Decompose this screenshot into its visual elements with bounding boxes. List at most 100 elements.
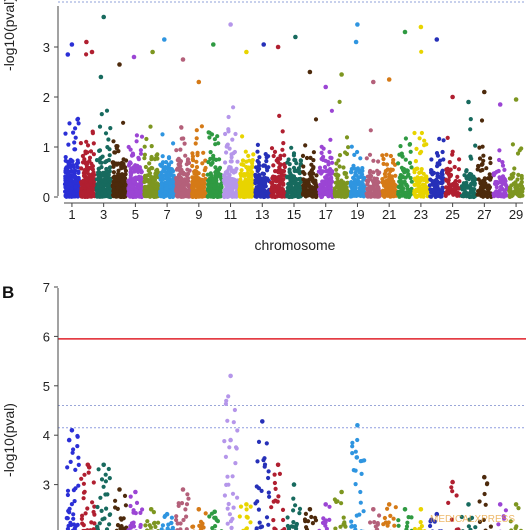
- snp-point: [246, 165, 251, 170]
- snp-point: [104, 169, 109, 174]
- snp-point: [482, 491, 487, 497]
- panel-b-thresholds: [58, 338, 526, 429]
- snp-point: [319, 150, 324, 155]
- snp-point: [163, 165, 168, 170]
- snp-point: [263, 152, 268, 157]
- snp-point: [212, 183, 217, 188]
- snp-point: [519, 146, 524, 151]
- snp-point: [414, 146, 419, 151]
- snp-point: [344, 175, 349, 180]
- snp-point: [143, 178, 148, 183]
- snp-point: [266, 165, 271, 170]
- snp-point: [222, 439, 227, 444]
- snp-point: [79, 476, 84, 481]
- snp-peak-point: [402, 507, 408, 512]
- snp-point: [137, 189, 142, 194]
- snp-point: [231, 105, 236, 110]
- snp-point: [314, 194, 319, 199]
- snp-point: [98, 495, 103, 500]
- snp-point: [166, 155, 172, 160]
- snp-point: [261, 458, 266, 463]
- snp-point: [365, 194, 370, 199]
- snp-point: [224, 398, 229, 403]
- snp-point: [313, 117, 319, 122]
- snp-point: [349, 519, 354, 524]
- snp-point: [383, 169, 388, 174]
- snp-point: [208, 156, 213, 161]
- snp-point: [450, 152, 455, 157]
- snp-point: [71, 512, 76, 517]
- snp-point: [358, 459, 363, 464]
- snp-point: [212, 515, 217, 520]
- snp-point: [256, 177, 261, 183]
- snp-point: [501, 191, 506, 196]
- snp-point: [429, 157, 434, 162]
- snp-point: [477, 145, 482, 150]
- snp-point: [72, 147, 77, 152]
- x-tick-label: 15: [287, 207, 301, 222]
- snp-point: [337, 99, 342, 104]
- snp-point: [256, 507, 261, 512]
- snp-point: [405, 520, 410, 525]
- snp-point: [311, 150, 316, 155]
- snp-point: [97, 124, 103, 129]
- snp-point: [80, 191, 85, 196]
- snp-point: [174, 148, 179, 153]
- snp-point: [457, 157, 462, 162]
- snp-point: [291, 496, 296, 501]
- snp-point: [280, 507, 286, 512]
- snp-point: [337, 153, 343, 158]
- snp-point: [306, 190, 311, 195]
- snp-point: [67, 121, 72, 126]
- snp-point: [519, 180, 524, 185]
- snp-point: [311, 158, 316, 163]
- snp-point: [169, 515, 174, 520]
- snp-point: [269, 146, 275, 151]
- snp-peak-point: [275, 462, 281, 468]
- snp-point: [84, 162, 89, 167]
- snp-point: [111, 139, 116, 144]
- snp-point: [309, 176, 314, 181]
- snp-point: [134, 139, 139, 144]
- snp-peak-point: [211, 42, 216, 47]
- chromosome-15-points: [285, 34, 303, 200]
- snp-peak-point: [89, 49, 95, 55]
- snp-point: [209, 183, 214, 188]
- chromosome-15-points: [285, 482, 303, 530]
- snp-peak-point: [339, 72, 344, 77]
- snp-peak-point: [354, 455, 360, 460]
- chromosome-22-points: [396, 29, 414, 200]
- snp-point: [91, 480, 96, 485]
- snp-point: [407, 160, 413, 165]
- snp-point: [358, 500, 363, 505]
- snp-point: [472, 187, 477, 192]
- x-tick-label: 3: [100, 207, 107, 222]
- snp-peak-point: [101, 462, 106, 468]
- snp-point: [372, 520, 377, 525]
- x-tick-label: 23: [414, 207, 428, 222]
- snp-point: [235, 428, 240, 433]
- snp-point: [419, 524, 424, 529]
- snp-point: [388, 153, 393, 159]
- snp-point: [71, 191, 76, 196]
- snp-point: [160, 162, 165, 167]
- snp-point: [484, 166, 489, 171]
- snp-point: [286, 157, 291, 162]
- snp-point: [233, 184, 238, 189]
- snp-peak-point: [65, 52, 71, 57]
- snp-point: [96, 467, 101, 472]
- snp-point: [381, 156, 386, 162]
- snp-point: [185, 157, 191, 162]
- snp-point: [385, 180, 390, 185]
- snp-point: [65, 488, 71, 493]
- snp-point: [451, 183, 456, 188]
- snp-point: [257, 187, 263, 192]
- snp-point: [191, 186, 196, 191]
- snp-point: [68, 182, 73, 187]
- snp-point: [355, 193, 360, 198]
- snp-point: [194, 128, 199, 133]
- chromosome-28-points: [491, 102, 509, 199]
- snp-peak-point: [371, 507, 376, 512]
- x-tick-label: 1: [68, 207, 75, 222]
- snp-point: [83, 511, 88, 516]
